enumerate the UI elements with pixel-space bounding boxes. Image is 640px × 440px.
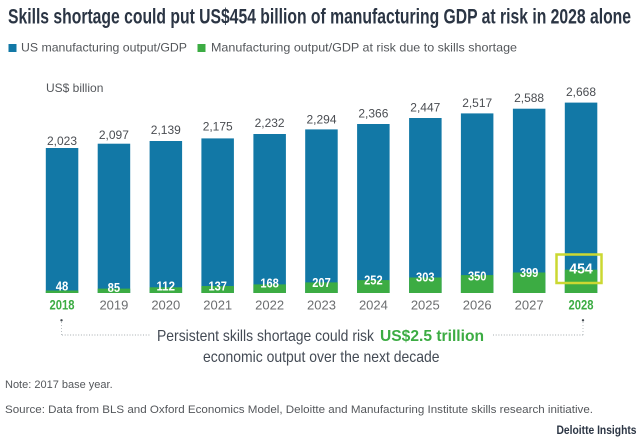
svg-text:303: 303 [416,269,435,284]
svg-text:454: 454 [569,262,593,278]
svg-text:2023: 2023 [307,298,336,313]
svg-text:2026: 2026 [463,298,492,313]
svg-text:2,366: 2,366 [358,106,388,120]
svg-text:2,023: 2,023 [47,134,77,148]
svg-text:2020: 2020 [151,298,180,313]
svg-text:252: 252 [364,273,383,288]
svg-text:Persistent skills shortage cou: Persistent skills shortage could risk [157,328,375,345]
svg-text:Manufacturing output/GDP at ri: Manufacturing output/GDP at risk due to … [211,41,517,55]
svg-text:2025: 2025 [411,298,440,313]
svg-text:Skills shortage could put US$4: Skills shortage could put US$454 billion… [8,6,631,29]
svg-text:2021: 2021 [203,298,232,313]
svg-text:399: 399 [520,265,539,280]
svg-text:2,588: 2,588 [514,91,544,105]
svg-text:Source: Data from BLS and Oxfo: Source: Data from BLS and Oxford Economi… [5,404,593,416]
svg-text:48: 48 [56,278,69,293]
svg-text:2,175: 2,175 [203,119,233,133]
svg-text:2019: 2019 [99,298,128,313]
svg-text:2018: 2018 [50,298,75,313]
svg-text:168: 168 [260,276,279,291]
svg-text:Note: 2017 base year.: Note: 2017 base year. [5,379,113,391]
svg-text:85: 85 [108,280,121,295]
svg-text:2,668: 2,668 [566,85,596,99]
svg-text:350: 350 [468,268,487,283]
svg-text:2024: 2024 [359,298,388,313]
svg-text:2027: 2027 [515,298,544,313]
svg-text:2,097: 2,097 [99,128,129,142]
svg-text:137: 137 [208,278,227,293]
svg-text:2,447: 2,447 [410,101,440,115]
svg-text:2,139: 2,139 [151,123,181,137]
svg-text:US$ billion: US$ billion [46,81,103,95]
svg-text:2,294: 2,294 [307,113,337,127]
svg-text:2,517: 2,517 [462,96,492,110]
svg-text:112: 112 [157,279,176,294]
svg-text:US$2.5 trillion: US$2.5 trillion [380,328,484,345]
svg-text:Deloitte Insights: Deloitte Insights [557,423,637,437]
svg-text:US manufacturing output/GDP: US manufacturing output/GDP [21,41,187,55]
svg-text:2,232: 2,232 [255,116,285,130]
svg-text:2022: 2022 [255,298,284,313]
svg-text:207: 207 [312,275,331,290]
svg-text:2028: 2028 [569,298,594,313]
svg-text:economic output over the next: economic output over the next decade [203,349,440,366]
